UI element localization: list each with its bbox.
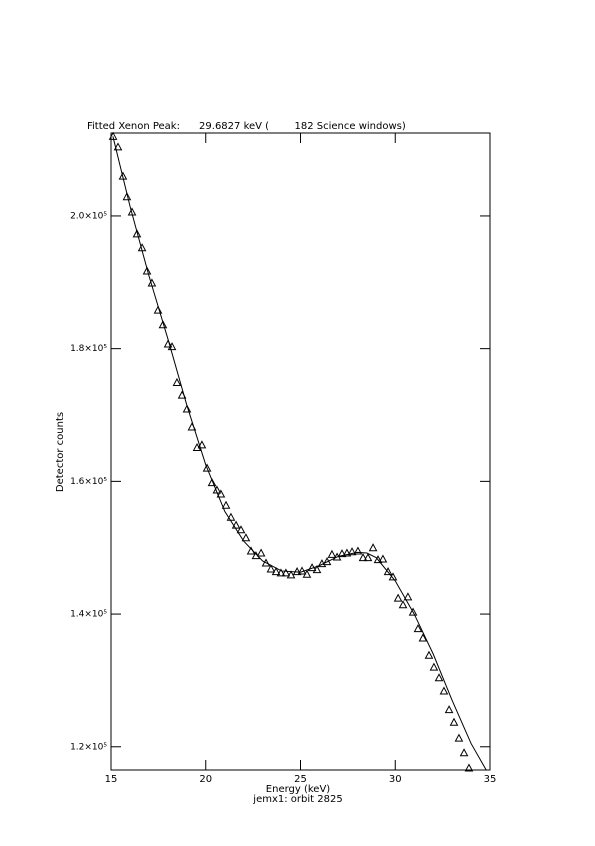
data-point <box>197 440 207 449</box>
data-point <box>403 592 413 601</box>
data-point <box>172 377 182 386</box>
y-tick-label: 1.6×10⁵ <box>70 477 107 487</box>
data-point <box>216 489 226 498</box>
data-point <box>312 565 322 574</box>
x-tick-label: 25 <box>294 774 307 785</box>
data-point <box>353 546 363 555</box>
data-point <box>158 320 168 329</box>
data-point <box>413 624 423 633</box>
data-point <box>434 673 444 682</box>
y-tick-label: 1.8×10⁵ <box>70 344 107 354</box>
data-point <box>378 554 388 563</box>
data-point <box>429 662 439 671</box>
data-point <box>276 568 286 577</box>
data-point <box>132 229 142 238</box>
data-point <box>408 607 418 616</box>
y-tick-label: 2.0×10⁵ <box>70 211 107 221</box>
data-point <box>153 305 163 314</box>
data-point <box>241 533 251 542</box>
data-point <box>368 543 378 552</box>
data-point <box>398 600 408 609</box>
data-point <box>424 650 434 659</box>
data-point <box>202 463 212 472</box>
x-tick-label: 30 <box>389 774 402 785</box>
data-point <box>439 686 449 695</box>
x-axis-label: Energy (keV) <box>266 784 331 795</box>
data-point <box>383 567 393 576</box>
data-point <box>292 567 302 576</box>
data-point <box>108 131 118 140</box>
subtitle: jemx1: orbit 2825 <box>252 794 342 805</box>
data-point <box>261 558 271 567</box>
data-point <box>142 266 152 275</box>
data-point <box>231 520 241 529</box>
y-tick-label: 1.4×10⁵ <box>70 610 107 620</box>
data-point <box>236 525 246 534</box>
data-point <box>393 593 403 602</box>
fit-line <box>112 136 487 771</box>
data-point <box>337 549 347 558</box>
y-axis-label: Detector counts <box>55 412 66 492</box>
x-tick-label: 35 <box>484 774 497 785</box>
data-point <box>327 549 337 558</box>
data-point <box>459 748 469 757</box>
x-tick-label: 15 <box>105 774 118 785</box>
x-tick-label: 20 <box>199 774 212 785</box>
chart-title: Fitted Xenon Peak: 29.6827 keV ( 182 Sci… <box>87 121 406 132</box>
y-tick-label: 1.2×10⁵ <box>70 742 107 752</box>
data-point <box>342 548 352 557</box>
data-point <box>256 548 266 557</box>
data-point <box>113 142 123 151</box>
data-point <box>454 733 464 742</box>
data-point <box>207 478 217 487</box>
data-point <box>464 763 474 772</box>
data-point <box>449 717 459 726</box>
data-point <box>347 547 357 556</box>
data-point <box>266 564 276 573</box>
data-point <box>182 404 192 413</box>
data-point <box>286 570 296 579</box>
data-point <box>444 705 454 714</box>
data-point <box>281 568 291 577</box>
data-point <box>418 633 428 642</box>
data-point <box>302 569 312 578</box>
data-point <box>221 500 231 509</box>
data-point <box>122 192 132 201</box>
data-point <box>271 567 281 576</box>
data-point <box>358 553 368 562</box>
data-point <box>363 553 373 562</box>
data-point <box>373 555 383 564</box>
